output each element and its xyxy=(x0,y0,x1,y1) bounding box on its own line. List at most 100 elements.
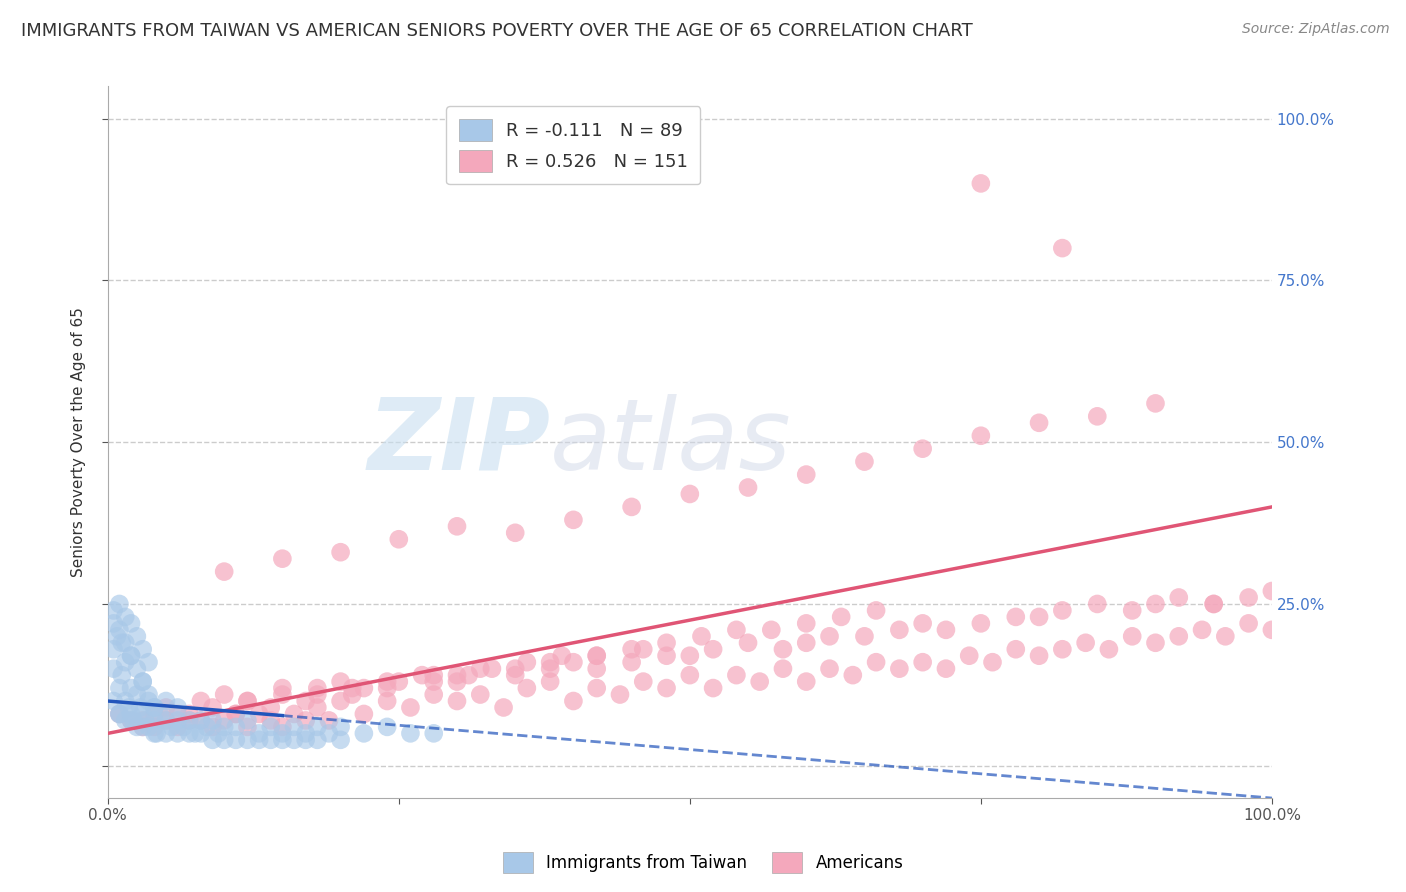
Point xyxy=(516,655,538,669)
Point xyxy=(353,706,375,721)
Point xyxy=(725,668,748,682)
Point xyxy=(190,694,212,708)
Point xyxy=(446,519,468,533)
Point xyxy=(585,681,607,695)
Point xyxy=(1004,642,1026,657)
Point xyxy=(190,714,212,728)
Point xyxy=(105,629,128,643)
Point xyxy=(679,668,702,682)
Point xyxy=(120,616,142,631)
Point xyxy=(503,662,526,676)
Point xyxy=(114,655,136,669)
Point xyxy=(138,688,160,702)
Point xyxy=(138,720,160,734)
Point xyxy=(155,694,177,708)
Point xyxy=(342,688,364,702)
Point xyxy=(225,706,247,721)
Point xyxy=(318,714,340,728)
Point xyxy=(131,674,153,689)
Point xyxy=(236,732,259,747)
Point xyxy=(492,700,515,714)
Point xyxy=(201,720,224,734)
Point xyxy=(114,610,136,624)
Point xyxy=(446,674,468,689)
Point xyxy=(957,648,980,663)
Point xyxy=(481,662,503,676)
Point xyxy=(702,681,724,695)
Text: atlas: atlas xyxy=(550,393,792,491)
Point xyxy=(307,700,329,714)
Point xyxy=(865,655,887,669)
Point xyxy=(1202,597,1225,611)
Point xyxy=(772,662,794,676)
Point xyxy=(120,714,142,728)
Point xyxy=(422,668,444,682)
Point xyxy=(794,467,817,482)
Point xyxy=(131,642,153,657)
Point xyxy=(103,642,125,657)
Point xyxy=(201,732,224,747)
Point xyxy=(562,513,585,527)
Point xyxy=(143,706,166,721)
Point xyxy=(166,720,188,734)
Point xyxy=(184,726,207,740)
Point xyxy=(702,642,724,657)
Point xyxy=(131,674,153,689)
Point xyxy=(122,714,145,728)
Point xyxy=(889,662,911,676)
Point xyxy=(911,616,934,631)
Point xyxy=(725,623,748,637)
Point xyxy=(761,623,783,637)
Point xyxy=(1074,636,1097,650)
Point xyxy=(260,720,283,734)
Point xyxy=(155,714,177,728)
Point xyxy=(125,662,148,676)
Point xyxy=(120,714,142,728)
Point xyxy=(294,726,316,740)
Point xyxy=(446,694,468,708)
Point xyxy=(149,706,172,721)
Point xyxy=(1144,636,1167,650)
Point xyxy=(516,681,538,695)
Point xyxy=(935,662,957,676)
Point xyxy=(190,714,212,728)
Point xyxy=(247,732,270,747)
Point xyxy=(679,648,702,663)
Text: Source: ZipAtlas.com: Source: ZipAtlas.com xyxy=(1241,22,1389,37)
Point xyxy=(794,616,817,631)
Point xyxy=(179,706,201,721)
Point xyxy=(503,525,526,540)
Point xyxy=(125,629,148,643)
Point xyxy=(375,674,398,689)
Point xyxy=(690,629,713,643)
Point xyxy=(911,442,934,456)
Point xyxy=(970,177,993,191)
Legend: R = -0.111   N = 89, R = 0.526   N = 151: R = -0.111 N = 89, R = 0.526 N = 151 xyxy=(446,106,700,185)
Point xyxy=(125,720,148,734)
Point xyxy=(981,655,1004,669)
Point xyxy=(212,688,235,702)
Point xyxy=(1237,591,1260,605)
Point xyxy=(970,428,993,442)
Point xyxy=(1121,629,1143,643)
Point xyxy=(585,648,607,663)
Point xyxy=(138,655,160,669)
Point xyxy=(446,668,468,682)
Point xyxy=(134,714,156,728)
Point xyxy=(375,694,398,708)
Point xyxy=(329,694,352,708)
Point xyxy=(283,720,305,734)
Point xyxy=(271,732,294,747)
Point xyxy=(212,714,235,728)
Text: ZIP: ZIP xyxy=(367,393,550,491)
Point xyxy=(318,726,340,740)
Point xyxy=(655,681,678,695)
Point xyxy=(225,732,247,747)
Point xyxy=(143,720,166,734)
Point xyxy=(125,688,148,702)
Point xyxy=(143,726,166,740)
Point xyxy=(1028,648,1050,663)
Point xyxy=(538,662,561,676)
Point xyxy=(935,623,957,637)
Point xyxy=(399,726,422,740)
